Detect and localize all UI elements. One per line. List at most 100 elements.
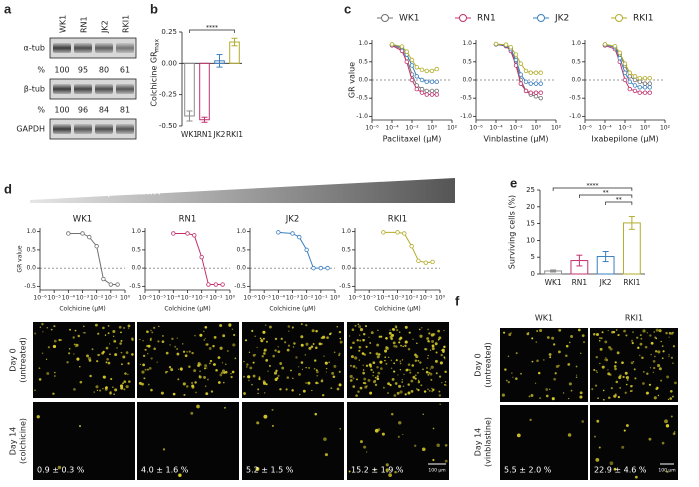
cell: [244, 339, 248, 342]
cell: [619, 387, 621, 389]
cell: [75, 343, 79, 347]
cell: [203, 339, 206, 341]
cell: [139, 363, 142, 365]
cell: [349, 379, 353, 382]
x-tick-label: 10⁰: [435, 295, 446, 302]
cell: [73, 387, 76, 391]
cell: [263, 352, 266, 355]
cell: [602, 398, 605, 401]
cell: [359, 386, 363, 390]
x-tick-label: 10⁻³: [181, 295, 195, 302]
cell: [219, 373, 223, 377]
cell: [102, 387, 104, 390]
cell: [291, 327, 294, 329]
cell: [549, 356, 552, 359]
cell: [318, 342, 322, 346]
cell: [157, 340, 160, 343]
cell: [79, 425, 81, 428]
y-tick-label: 25: [526, 186, 535, 194]
cell: [69, 328, 72, 331]
cell: [354, 356, 358, 360]
row-label: Day 14: [9, 427, 18, 456]
cell: [429, 368, 431, 370]
lane-label: JK2: [101, 20, 110, 34]
cell: [577, 328, 581, 332]
micrograph: [500, 328, 588, 402]
cell: [176, 352, 180, 356]
cell: [325, 367, 328, 370]
survival-overlay: 0.9 ± 0.3 %: [37, 466, 85, 475]
cell: [336, 326, 338, 328]
data-point: [518, 72, 523, 77]
cell: [530, 394, 534, 397]
cell: [638, 354, 641, 357]
cell: [614, 367, 617, 371]
cell: [505, 379, 508, 382]
cell: [290, 369, 292, 372]
x-axis-label: Colchicine (μM): [59, 306, 105, 313]
cell: [671, 395, 674, 398]
cell: [191, 351, 194, 355]
cell: [265, 383, 268, 386]
legend-label: RKI1: [633, 14, 654, 24]
cell: [42, 331, 44, 333]
cell: [348, 335, 351, 337]
data-point: [632, 74, 638, 79]
legend-label: JK2: [554, 14, 569, 24]
x-tick-label: 10⁻⁴: [272, 295, 286, 302]
cell: [672, 432, 676, 436]
cell: [422, 368, 424, 371]
cell: [104, 387, 108, 391]
cell: [317, 382, 319, 384]
cell: [97, 332, 100, 335]
x-tick-label: WK1: [545, 278, 562, 287]
cell: [358, 345, 362, 349]
cell: [359, 440, 363, 444]
cell: [567, 363, 571, 366]
cell: [417, 379, 420, 381]
cell: [444, 381, 447, 383]
data-point: [538, 70, 543, 75]
cell: [623, 429, 626, 432]
cell: [667, 398, 670, 401]
cell: [300, 361, 304, 364]
cell: [315, 381, 318, 385]
series-line: [391, 43, 437, 72]
x-axis-label: Paclitaxel (μM): [383, 135, 442, 144]
cell: [114, 388, 118, 392]
cell: [127, 373, 129, 376]
cell: [119, 384, 124, 388]
blot-band: [95, 43, 113, 53]
cell: [402, 385, 405, 388]
cell: [338, 383, 342, 387]
data-point: [429, 79, 435, 85]
cell: [254, 335, 257, 338]
cell: [618, 334, 620, 336]
x-tick-label: 10⁻³: [76, 295, 90, 302]
cell: [230, 375, 233, 379]
cell: [404, 393, 407, 396]
cell: [89, 374, 92, 378]
significance-label: **: [603, 190, 609, 197]
survival-overlay: 5.5 ± 2.0 %: [504, 466, 552, 475]
x-tick-label: 10⁻⁵: [258, 295, 272, 302]
cell: [293, 342, 296, 345]
cell: [408, 331, 411, 334]
cell: [321, 393, 325, 397]
cell: [277, 350, 281, 354]
cell: [352, 365, 356, 368]
bar: [622, 222, 641, 275]
cell: [183, 393, 186, 396]
cell: [258, 377, 261, 381]
data-point: [602, 42, 608, 47]
cell: [355, 394, 358, 397]
blot-band: [95, 84, 113, 94]
cell: [359, 339, 362, 342]
cell: [68, 348, 71, 350]
data-point: [276, 230, 281, 235]
cell: [284, 341, 287, 344]
data-point: [612, 43, 618, 49]
cell: [397, 435, 400, 438]
cell: [146, 344, 149, 348]
cell: [66, 361, 69, 364]
